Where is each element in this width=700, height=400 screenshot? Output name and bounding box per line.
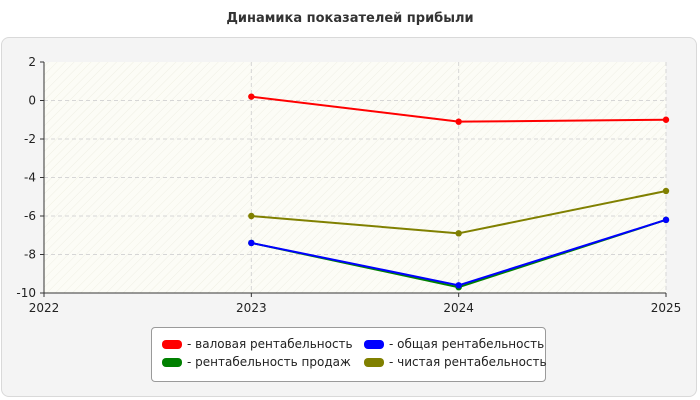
legend-item-total-margin: - общая рентабельность: [364, 337, 544, 351]
y-tick-label: 2: [28, 55, 36, 69]
series-4-point: [455, 230, 462, 237]
x-tick-label: 2024: [443, 301, 474, 315]
legend-swatch-total-margin: [364, 339, 384, 349]
series-1-point: [248, 93, 255, 100]
x-tick-label: 2022: [29, 301, 60, 315]
series-1-point: [662, 116, 670, 123]
y-tick-label: -6: [24, 209, 36, 223]
legend-label-net-margin: - чистая рентабельность: [389, 355, 547, 369]
legend-item-gross-margin: - валовая рентабельность: [162, 337, 353, 351]
series-4-point: [662, 187, 670, 195]
series-4-point: [248, 212, 255, 220]
legend-swatch-net-margin: [364, 357, 384, 367]
legend-swatch-gross-margin: [162, 339, 182, 349]
legend-label-gross-margin: - валовая рентабельность: [187, 337, 353, 351]
series-3-point: [248, 239, 255, 247]
x-tick-label: 2025: [651, 301, 682, 315]
chart-title: Динамика показателей прибыли: [226, 11, 474, 26]
legend-swatch-sales-margin: [162, 357, 182, 367]
series-3-point: [455, 282, 462, 289]
series-3-point: [662, 216, 670, 224]
y-tick-label: -8: [24, 248, 36, 262]
legend-item-sales-margin: - рентабельность продаж: [162, 355, 351, 369]
legend-label-total-margin: - общая рентабельность: [389, 337, 545, 351]
legend-label-sales-margin: - рентабельность продаж: [187, 355, 351, 369]
legend: - валовая рентабельность - общая рентабе…: [151, 327, 547, 382]
y-tick-label: -4: [24, 171, 36, 185]
y-tick-label: 0: [28, 94, 36, 108]
x-tick-label: 2023: [236, 301, 267, 315]
y-tick-label: -10: [16, 286, 36, 300]
y-tick-label: -2: [24, 132, 36, 146]
legend-item-net-margin: - чистая рентабельность: [364, 355, 547, 369]
series-1-point: [455, 118, 462, 125]
